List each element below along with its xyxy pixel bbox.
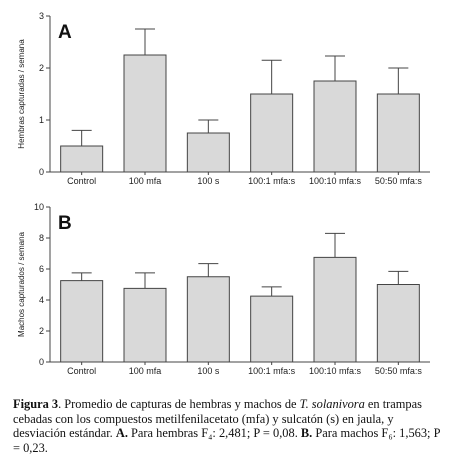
caption-panel-a-label: A. — [115, 426, 128, 441]
panel-b-y-tick-label: 4 — [39, 295, 44, 305]
panel-a-bar — [250, 93, 294, 173]
caption-panel-b-text: Para machos F₆: 1,563; P = 0,23. — [13, 426, 441, 455]
panel-a-bar — [313, 80, 357, 173]
panel-a-y-axis-title: Hembras capturadas / semana — [17, 39, 26, 149]
panel-b-y-axis-title: Machos capturados / semana — [17, 231, 26, 336]
panel-b-bar — [250, 295, 294, 363]
panel-b-bar — [376, 284, 420, 363]
panel-b-x-tick-label: Control — [67, 366, 96, 376]
panel-b-bar — [123, 287, 167, 363]
panel-b-y-tick-label: 0 — [39, 357, 44, 367]
panel-b-x-tick-label: 100 mfa — [129, 366, 162, 376]
panel-a-x-tick-label: Control — [67, 176, 96, 186]
panel-a-x-tick-label: 100:10 mfa:s — [309, 176, 362, 186]
panel-a-x-tick-label: 50:50 mfa:s — [375, 176, 423, 186]
caption-text-1: . Promedio de capturas de hembras y mach… — [58, 397, 300, 411]
panel-b-letter: B — [58, 213, 72, 234]
caption-text-2: en trampas cebadas con los compuestos me… — [13, 397, 422, 441]
figure: 0 1 2 3 Hembras capturadas / semana A Control 1… — [17, 11, 430, 376]
panel-b-x-tick-label: 100:10 mfa:s — [309, 366, 362, 376]
panel-a-y-tick-label: 0 — [39, 167, 44, 177]
panel-a-bar — [123, 54, 167, 173]
panel-a-x-tick-label: 100:1 mfa:s — [248, 176, 296, 186]
panel-a-x-tick-label: 100 mfa — [129, 176, 162, 186]
panel-b-x-tick-label: 100:1 mfa:s — [248, 366, 296, 376]
caption-figure-label: Figura 3 — [13, 397, 59, 411]
panel-b-y-tick-label: 2 — [39, 326, 44, 336]
caption-panel-b-label: B. — [300, 426, 313, 441]
caption-species: T. solanivora — [299, 397, 365, 411]
panel-b-y-tick-label: 8 — [39, 233, 44, 243]
panel-a-x-tick-label: 100 s — [197, 176, 220, 186]
panel-b-bar — [186, 276, 230, 363]
caption-panel-a-text: Para hembras F₄: 2,481; P = 0,08. — [127, 426, 301, 441]
panel-b-chart: 0 2 4 6 8 10 Machos capturados / semana B Contro… — [17, 202, 430, 376]
panel-a-bar — [186, 132, 230, 173]
panel-a-y-tick-label: 3 — [39, 11, 44, 21]
panel-b-x-tick-label: 50:50 mfa:s — [375, 366, 423, 376]
panel-a-y-tick-label: 1 — [39, 115, 44, 125]
panel-b-bar — [60, 280, 104, 363]
panel-a-letter: A — [58, 22, 72, 43]
panel-a-bar — [376, 93, 420, 173]
panel-a-bar — [60, 145, 104, 173]
panel-a-y-tick-label: 2 — [39, 63, 44, 73]
panel-b-x-tick-label: 100 s — [197, 366, 220, 376]
figure-caption: Figura 3. Promedio de capturas de hembra… — [13, 397, 443, 455]
panel-a-chart: 0 1 2 3 Hembras capturadas / semana A Control 1… — [17, 11, 430, 186]
panel-b-bar — [313, 256, 357, 363]
panel-b-y-tick-label: 10 — [34, 202, 44, 212]
panel-b-y-tick-label: 6 — [39, 264, 44, 274]
